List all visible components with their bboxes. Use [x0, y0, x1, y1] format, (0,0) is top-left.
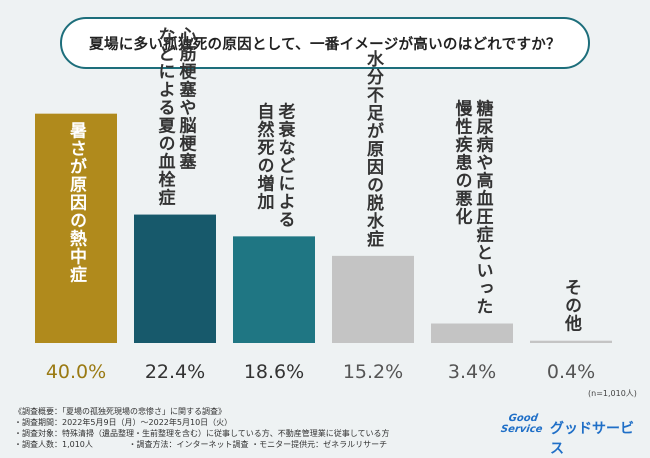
bar-5 — [431, 323, 513, 343]
footer-target: ・調査対象：特殊清掃（遺品整理・生前整理を含む）に従事している方、不動産管理業に… — [14, 429, 390, 438]
category-label-2-line-1: 心筋梗塞や脳梗塞 — [176, 27, 198, 171]
category-label-2-line-2: などによる夏の血栓症 — [155, 27, 176, 207]
value-label-5: 3.4% — [448, 361, 496, 383]
footer-provider: ・モニター提供元：ゼネラルリサーチ — [251, 440, 388, 449]
bar-2 — [134, 214, 216, 343]
logo-mark: Good Service — [494, 413, 550, 441]
value-label-2: 22.4% — [145, 361, 205, 383]
category-label-3-line-2: 自然死の増加 — [254, 101, 276, 210]
value-label-1: 40.0% — [46, 361, 106, 383]
category-label-1-line-1: 暑さが原因の熱中症 — [66, 122, 87, 284]
footer-period: ・調査期間：2022年5月9日（月）～2022年5月10日（火） — [14, 418, 233, 427]
value-label-6: 0.4% — [547, 361, 595, 383]
question-title: 夏場に多い孤独死の原因として、一番イメージが高いのはどれですか？ — [60, 17, 590, 69]
bar-1 — [35, 113, 117, 344]
footer-count: ・調査人数：1,010人 — [14, 440, 93, 449]
category-label-5-line-1: 糖尿病や高血圧症といった — [473, 98, 494, 315]
brand-name: グッドサービス — [550, 421, 634, 457]
sample-size-note: (n=1,010人) — [588, 389, 637, 398]
value-label-4: 15.2% — [343, 361, 403, 383]
bar-4 — [332, 255, 414, 343]
survey-footer: 《調査概要：「夏場の孤独死現場の悲惨さ」に関する調査》 ・調査期間：2022年5… — [14, 406, 390, 450]
logo-line1: Good — [507, 413, 539, 424]
brand-logo: Good Service グッドサービス — [494, 413, 646, 457]
logo-line2: Service — [500, 424, 544, 435]
category-label-4-line-1: 水分不足が原因の脱水症 — [363, 49, 384, 248]
category-label-5-line-2: 慢性疾患の悪化 — [452, 98, 473, 225]
value-label-3: 18.6% — [244, 361, 304, 383]
bar-3 — [233, 236, 315, 343]
bar-6 — [530, 340, 612, 343]
category-label-6-line-1: その他 — [561, 279, 583, 333]
category-label-3-line-1: 老衰などによる — [275, 101, 297, 228]
footer-summary: 《調査概要：「夏場の孤独死現場の悲惨さ」に関する調査》 — [14, 407, 226, 416]
footer-method: ・調査方法：インターネット調査 — [128, 440, 249, 449]
